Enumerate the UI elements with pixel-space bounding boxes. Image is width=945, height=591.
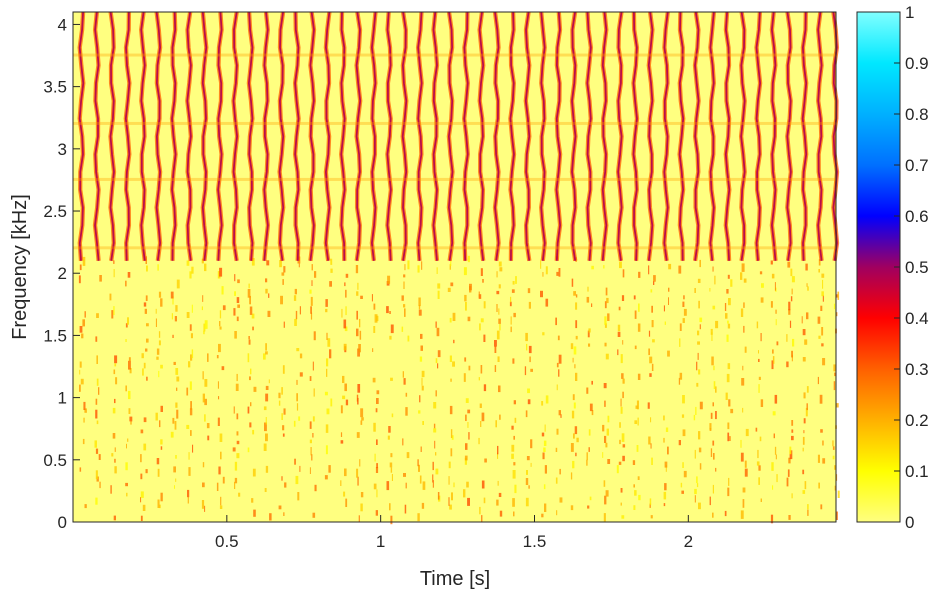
plot-frame xyxy=(72,11,837,523)
high-band-stripes xyxy=(73,11,840,262)
y-tick-label: 3.5 xyxy=(43,78,67,97)
colorbar-ticks: 0 0.1 0.2 0.3 0.4 0.5 0.6 0.7 0.8 0.9 1 xyxy=(894,3,929,532)
y-tick-label: 1 xyxy=(58,389,67,408)
y-tick-label: 0 xyxy=(58,513,67,532)
x-axis-label: Time [s] xyxy=(420,568,490,590)
x-axis: 0.5 1 1.5 2 xyxy=(215,515,693,551)
y-tick-label: 2 xyxy=(58,264,67,283)
spectrogram-plot-area xyxy=(73,12,836,522)
colorbar-tick-label: 0.2 xyxy=(905,411,929,430)
x-tick-label: 1 xyxy=(376,532,385,551)
colorbar-tick-label: 0.6 xyxy=(905,207,929,226)
colorbar-gradient xyxy=(856,11,901,523)
colorbar-tick-label: 0.7 xyxy=(905,156,929,175)
y-tick-label: 1.5 xyxy=(43,326,67,345)
spectrogram-marks xyxy=(73,11,840,525)
colorbar-tick-label: 0.4 xyxy=(905,309,929,328)
y-tick-label: 2.5 xyxy=(43,202,67,221)
x-tick-label: 1.5 xyxy=(523,532,547,551)
colorbar-tick-label: 0 xyxy=(905,513,914,532)
y-tick-label: 4 xyxy=(58,15,67,34)
x-tick-label: 2 xyxy=(684,532,693,551)
colorbar-tick-label: 0.1 xyxy=(905,462,929,481)
colorbar-tick-label: 0.9 xyxy=(905,54,929,73)
y-tick-label: 3 xyxy=(58,140,67,159)
y-axis: 0 0.5 1 1.5 2 2.5 3 3.5 4 xyxy=(43,15,80,532)
colorbar-tick-label: 1 xyxy=(905,3,914,22)
low-band-speckle xyxy=(78,255,840,525)
colorbar-tick-label: 0.8 xyxy=(905,105,929,124)
x-tick-label: 0.5 xyxy=(215,532,239,551)
colorbar xyxy=(856,11,901,523)
y-tick-label: 0.5 xyxy=(43,451,67,470)
colorbar-tick-label: 0.5 xyxy=(905,258,929,277)
y-axis-label: Frequency [kHz] xyxy=(9,194,31,340)
colorbar-tick-label: 0.3 xyxy=(905,360,929,379)
